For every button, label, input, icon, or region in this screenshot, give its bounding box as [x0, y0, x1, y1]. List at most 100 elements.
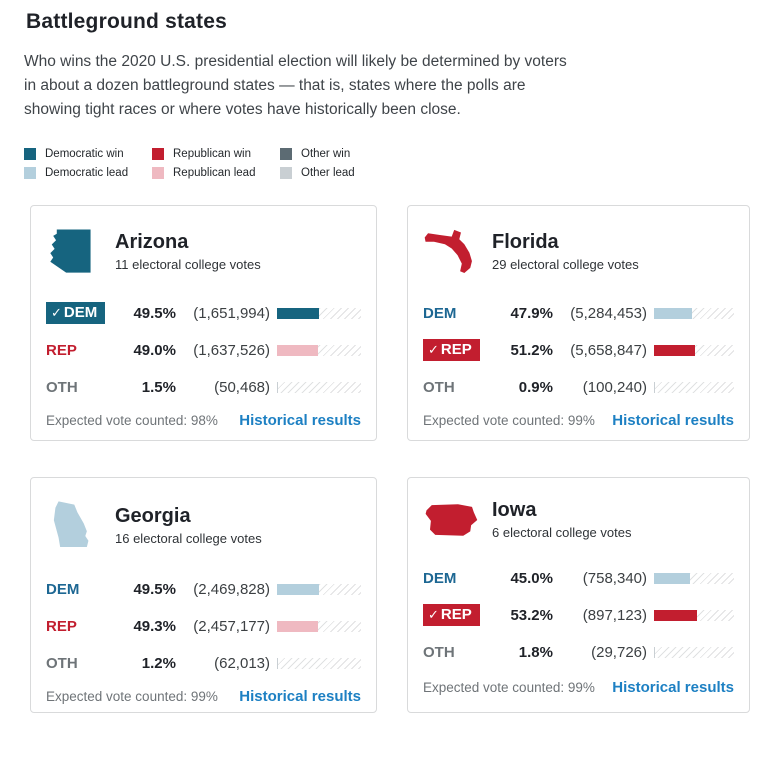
historical-results-link[interactable]: Historical results	[239, 688, 361, 705]
historical-results-link[interactable]: Historical results	[612, 412, 734, 429]
check-icon: ✓	[428, 606, 439, 622]
democratic-win-swatch-icon	[24, 148, 36, 160]
result-row-oth: OTH 1.2% (62,013)	[46, 651, 361, 675]
georgia-map-icon	[46, 499, 102, 551]
card-header: Florida 29 electoral college votes	[423, 227, 734, 275]
legend-item-other-lead: Other lead	[280, 167, 424, 179]
historical-results-link[interactable]: Historical results	[612, 679, 734, 696]
vote-percentage: 1.2%	[141, 654, 176, 672]
electoral-votes: 11 electoral college votes	[115, 256, 261, 272]
electoral-votes: 6 electoral college votes	[492, 525, 632, 540]
check-icon: ✓	[428, 341, 439, 357]
intro-text: Who wins the 2020 U.S. presidential elec…	[24, 53, 567, 118]
vote-percentage: 49.5%	[133, 580, 176, 598]
vote-percentage: 53.2%	[510, 606, 553, 624]
result-bar-fill	[277, 620, 319, 632]
result-row-rep: ✓ REP 53.2% (897,123)	[423, 603, 734, 627]
result-bar	[277, 657, 361, 669]
state-cards-grid: Arizona 11 electoral college votes ✓ DEM …	[30, 205, 750, 713]
result-bar	[277, 583, 361, 595]
vote-count: (62,013)	[214, 654, 270, 672]
party-label-rep: REP	[46, 341, 77, 359]
state-name: Georgia	[115, 504, 191, 527]
electoral-votes: 29 electoral college votes	[492, 256, 639, 272]
expected-vote-text: Expected vote counted: 98%	[46, 413, 218, 428]
legend: Democratic win Republican win Other win …	[24, 148, 424, 179]
republican-win-swatch-icon	[152, 148, 164, 160]
state-card-georgia: Georgia 16 electoral college votes DEM 4…	[30, 477, 377, 713]
result-row-rep: REP 49.3% (2,457,177)	[46, 614, 361, 638]
result-row-dem: DEM 47.9% (5,284,453)	[423, 301, 734, 325]
result-row-oth: OTH 1.5% (50,468)	[46, 375, 361, 399]
party-label-dem: DEM	[46, 580, 80, 598]
card-footer: Expected vote counted: 99% Historical re…	[423, 679, 734, 696]
legend-item-republican-win: Republican win	[152, 148, 280, 160]
vote-count: (50,468)	[214, 378, 270, 396]
card-footer: Expected vote counted: 99% Historical re…	[46, 688, 361, 705]
legend-label: Democratic win	[45, 148, 124, 160]
vote-count: (2,457,177)	[193, 617, 270, 635]
vote-percentage: 49.5%	[133, 304, 176, 322]
page-title: Battleground states	[26, 10, 227, 33]
party-label-oth: OTH	[423, 378, 455, 396]
result-bar	[654, 609, 734, 621]
vote-count: (1,637,526)	[193, 341, 270, 359]
expected-vote-text: Expected vote counted: 99%	[46, 689, 218, 704]
party-label-rep: ✓ REP	[423, 339, 501, 361]
vote-count: (29,726)	[591, 643, 647, 661]
result-row-rep: ✓ REP 51.2% (5,658,847)	[423, 338, 734, 362]
result-bar-fill	[277, 657, 278, 669]
result-bar	[654, 381, 734, 393]
republican-lead-swatch-icon	[152, 167, 164, 179]
check-icon: ✓	[51, 304, 62, 320]
legend-label: Other lead	[301, 167, 355, 179]
legend-label: Other win	[301, 148, 351, 160]
vote-count: (5,658,847)	[570, 341, 647, 359]
party-label-oth: OTH	[46, 378, 78, 396]
result-bar-fill	[277, 381, 279, 393]
card-footer: Expected vote counted: 98% Historical re…	[46, 412, 361, 429]
historical-results-link[interactable]: Historical results	[239, 412, 361, 429]
party-label-rep: REP	[46, 617, 77, 635]
card-header: Georgia 16 electoral college votes	[46, 499, 361, 551]
legend-label: Republican lead	[173, 167, 256, 179]
party-label-oth: OTH	[46, 654, 78, 672]
results-rows: DEM 45.0% (758,340) ✓ REP 53.2% (897,123)…	[423, 566, 734, 677]
result-bar-fill	[277, 583, 319, 595]
state-card-florida: Florida 29 electoral college votes DEM 4…	[407, 205, 750, 441]
state-name: Florida	[492, 230, 559, 253]
state-card-arizona: Arizona 11 electoral college votes ✓ DEM …	[30, 205, 377, 441]
result-bar-fill	[654, 307, 693, 319]
party-label-dem: DEM	[423, 569, 457, 587]
legend-label: Republican win	[173, 148, 251, 160]
party-label-rep: ✓ REP	[423, 604, 501, 626]
expected-vote-text: Expected vote counted: 99%	[423, 413, 595, 428]
state-card-iowa: Iowa 6 electoral college votes DEM 45.0%…	[407, 477, 750, 713]
result-bar-fill	[277, 344, 319, 356]
vote-percentage: 0.9%	[518, 378, 553, 396]
result-row-dem: DEM 49.5% (2,469,828)	[46, 577, 361, 601]
result-bar	[277, 344, 361, 356]
results-rows: ✓ DEM 49.5% (1,651,994) REP 49.0% (1,637,…	[46, 301, 361, 412]
result-row-dem: DEM 45.0% (758,340)	[423, 566, 734, 590]
result-bar-fill	[654, 572, 690, 584]
vote-count: (758,340)	[582, 569, 647, 587]
legend-label: Democratic lead	[45, 167, 129, 179]
result-bar-fill	[654, 646, 656, 658]
party-label-oth: OTH	[423, 643, 455, 661]
card-header: Iowa 6 electoral college votes	[423, 499, 734, 540]
vote-percentage: 1.8%	[518, 643, 553, 661]
vote-count: (1,651,994)	[193, 304, 270, 322]
result-bar	[277, 381, 361, 393]
result-bar	[654, 307, 734, 319]
iowa-map-icon	[423, 501, 479, 539]
legend-item-republican-lead: Republican lead	[152, 167, 280, 179]
results-rows: DEM 49.5% (2,469,828) REP 49.3% (2,457,1…	[46, 577, 361, 688]
expected-vote-text: Expected vote counted: 99%	[423, 680, 595, 695]
result-bar	[654, 572, 734, 584]
vote-count: (100,240)	[582, 378, 647, 396]
other-lead-swatch-icon	[280, 167, 292, 179]
result-bar-fill	[654, 609, 697, 621]
vote-count: (2,469,828)	[193, 580, 270, 598]
result-row-dem: ✓ DEM 49.5% (1,651,994)	[46, 301, 361, 325]
